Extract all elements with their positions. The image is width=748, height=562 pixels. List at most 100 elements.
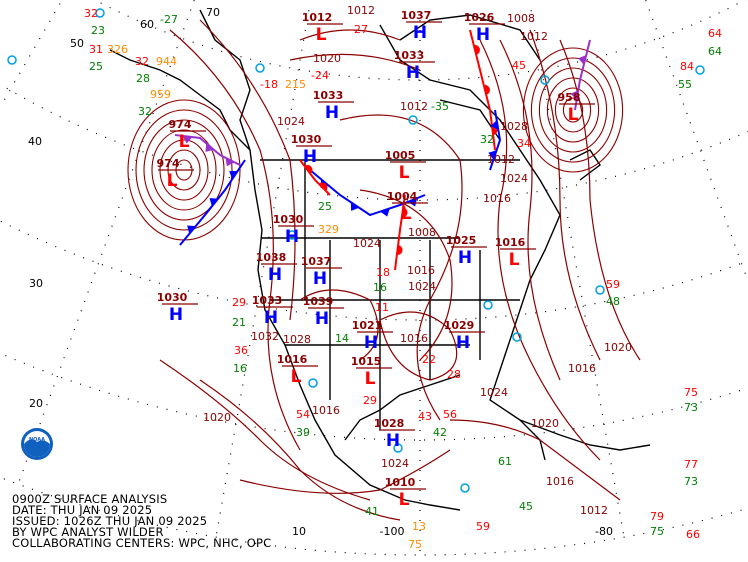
low-symbol: L	[179, 132, 190, 152]
station-pressure_obs: 215	[285, 78, 306, 91]
station-temperature: 29	[363, 394, 377, 407]
center-pressure: 1033	[252, 294, 283, 307]
coastline	[379, 24, 561, 461]
fronts	[174, 29, 591, 271]
station-dewpoint: 64	[708, 45, 722, 58]
center-pressure: 1037	[401, 9, 432, 22]
center-pressure: 1039	[303, 295, 334, 308]
caption-title: 0900Z SURFACE ANALYSIS	[12, 492, 168, 506]
station-temperature: 31	[89, 43, 103, 56]
center-pressure: 1010	[385, 476, 416, 489]
pressure-centers: H1037H1033H1033H1030L1012L974L974H1026L9…	[157, 9, 595, 510]
isobar-label: 1012	[580, 504, 608, 517]
station-dewpoint: 16	[373, 281, 387, 294]
coastline	[399, 14, 541, 61]
station-circle	[255, 63, 265, 73]
warm-front	[394, 194, 406, 271]
isobar	[199, 379, 401, 521]
high-symbol: H	[285, 227, 299, 247]
center-pressure: 974	[169, 118, 192, 131]
station-circle	[540, 75, 550, 85]
isobar	[554, 87, 592, 133]
station-circle	[460, 483, 470, 493]
isobar-label: 1020	[203, 411, 231, 424]
station-temperature: 29	[232, 296, 246, 309]
front-triangle	[407, 198, 418, 207]
high-symbol: H	[458, 248, 472, 268]
front-triangle	[578, 55, 587, 65]
high-symbol: H	[169, 305, 183, 325]
isobar	[159, 359, 371, 501]
low-symbol: L	[509, 250, 520, 270]
latitude-label: 20	[29, 397, 43, 410]
front-triangle	[205, 143, 214, 152]
center-pressure: 1030	[273, 213, 304, 226]
isobar	[529, 29, 601, 361]
isobar-label: 1016	[400, 332, 428, 345]
isobar-label: 1024	[353, 237, 381, 250]
front-semicircle	[483, 85, 490, 95]
station-dewpoint: 32	[480, 133, 494, 146]
front-semicircle	[401, 207, 408, 218]
high-symbol: H	[476, 25, 490, 45]
station-temperature: 79	[650, 510, 664, 523]
isobar-label: 1024	[408, 280, 436, 293]
low-symbol: L	[568, 105, 579, 125]
front-triangle	[350, 202, 360, 211]
isobar	[151, 129, 217, 211]
station-dewpoint: 16	[233, 362, 247, 375]
station-circle	[695, 65, 705, 75]
caption-centers: COLLABORATING CENTERS: WPC, NHC, OPC	[12, 536, 272, 550]
station-circle	[408, 115, 418, 125]
isobar-label: 1012	[520, 30, 548, 43]
front-triangle	[225, 157, 235, 167]
station-dewpoint: 73	[684, 401, 698, 414]
low-symbol: L	[167, 171, 178, 191]
center-pressure: 1005	[385, 149, 416, 162]
low-symbol: L	[399, 490, 410, 510]
station-pressure_obs: 13	[412, 520, 426, 533]
isobar	[559, 39, 641, 361]
center-pressure: 1025	[446, 234, 477, 247]
station-temperature: 66	[686, 528, 700, 541]
station-temperature: 45	[512, 59, 526, 72]
station-temperature: 56	[443, 408, 457, 421]
isobar-label: 1012	[347, 4, 375, 17]
center-pressure: 1037	[301, 255, 332, 268]
center-pressure: 1016	[495, 236, 526, 249]
isobar	[479, 39, 601, 461]
station-temperature: 59	[606, 278, 620, 291]
isobar-label: 1012	[400, 100, 428, 113]
station-dewpoint: 14	[335, 332, 349, 345]
isobar	[289, 53, 421, 71]
isobar	[538, 67, 608, 153]
front-triangle	[380, 208, 390, 217]
high-symbol: H	[315, 309, 329, 329]
front-triangle	[229, 170, 238, 180]
center-pressure: 1033	[313, 89, 344, 102]
high-symbol: H	[413, 23, 427, 43]
station-temperature: 75	[684, 386, 698, 399]
isobar-label: 1028	[500, 120, 528, 133]
station-temperature: 32	[135, 55, 149, 68]
station-temperature: 18	[376, 266, 390, 279]
station-temperature: -18	[260, 78, 278, 91]
isobar-label: 1028	[283, 333, 311, 346]
isobar	[562, 97, 584, 123]
station-circle	[393, 443, 403, 453]
isobar	[546, 77, 600, 143]
station-temperature: 84	[680, 60, 694, 73]
isobar-label: 1020	[531, 417, 559, 430]
isobar	[299, 29, 401, 41]
